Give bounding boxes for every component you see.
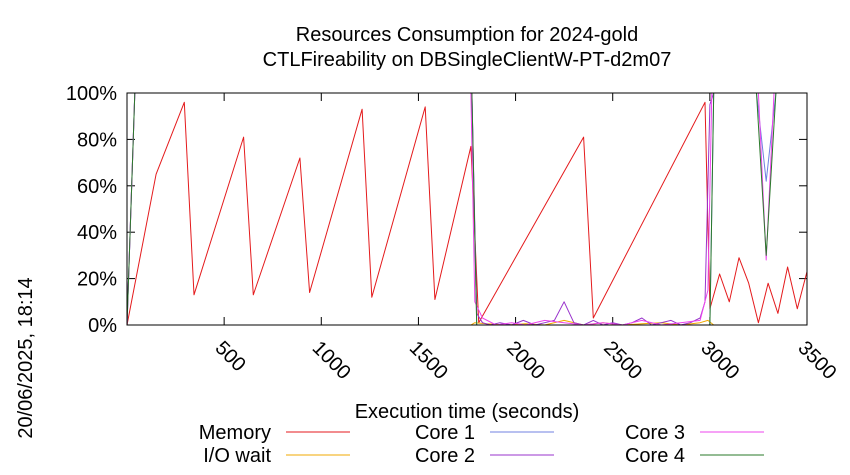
y-tick-label: 20%: [77, 269, 117, 291]
x-axis: 500 1000 1500 2000 2500 3000 3500: [211, 93, 840, 384]
plot-area: [126, 92, 808, 326]
plot-frame: [126, 92, 808, 326]
legend-label: Core 3: [625, 422, 685, 444]
legend-label: Memory: [199, 422, 271, 444]
series-line-i-o-wait: [127, 319, 807, 326]
legend-label: Core 1: [415, 422, 475, 444]
y-tick-label: 100%: [66, 83, 117, 105]
x-tick-label: 3500: [793, 337, 840, 384]
x-tick-label: 2000: [502, 337, 549, 384]
y-tick-label: 0%: [88, 315, 117, 337]
y-axis: 0% 20% 40% 60% 80% 100%: [66, 83, 807, 337]
x-axis-label: Execution time (seconds): [355, 401, 580, 423]
legend-label: Core 2: [415, 445, 475, 467]
legend-label: I/O wait: [203, 445, 271, 467]
x-tick-label: 500: [211, 337, 250, 376]
series-line-memory: [126, 101, 808, 326]
x-tick-label: 2500: [599, 337, 646, 384]
series-line-core-2: [126, 92, 807, 326]
chart-title: Resources Consumption for 2024-gold: [296, 24, 638, 46]
x-tick-label: 1000: [308, 337, 355, 384]
y-tick-label: 80%: [77, 129, 117, 151]
y-tick-label: 60%: [77, 176, 117, 198]
y-tick-label: 40%: [77, 222, 117, 244]
x-tick-label: 1500: [405, 337, 452, 384]
x-tick-label: 3000: [696, 337, 743, 384]
timestamp-label: 20/06/2025, 18:14: [15, 277, 37, 438]
chart-subtitle: CTLFireability on DBSingleClientW-PT-d2m…: [263, 49, 672, 71]
legend-label: Core 4: [625, 445, 685, 467]
